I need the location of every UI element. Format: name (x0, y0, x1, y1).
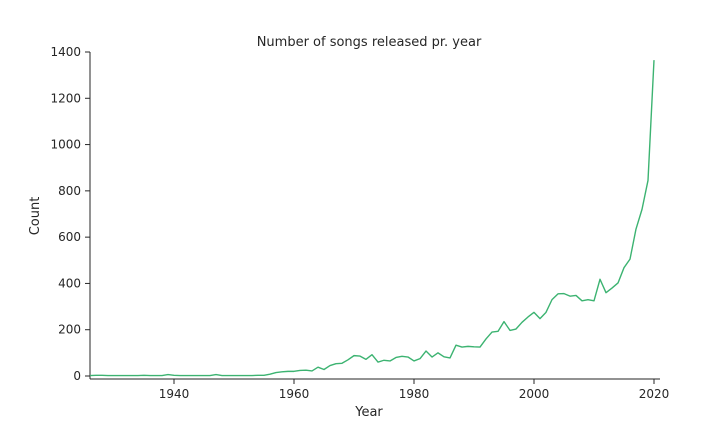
x-tick-label: 2020 (639, 387, 670, 401)
y-tick-label: 0 (73, 369, 81, 383)
y-tick-label: 400 (58, 276, 81, 290)
x-tick-label: 2000 (519, 387, 550, 401)
y-tick-label: 1200 (50, 91, 81, 105)
x-tick-label: 1960 (279, 387, 310, 401)
y-tick-label: 800 (58, 184, 81, 198)
y-tick-label: 1000 (50, 138, 81, 152)
y-axis-label: Count (28, 197, 43, 236)
y-tick-label: 600 (58, 230, 81, 244)
x-tick-label: 1980 (399, 387, 430, 401)
plot-area: 0 200 400 600 800 1000 1200 1400 1940 1960 1980 200… (50, 45, 669, 401)
y-tick-label: 200 (58, 323, 81, 337)
y-tick-label: 1400 (50, 45, 81, 59)
chart-title: Number of songs released pr. year (257, 35, 482, 50)
x-axis-label: Year (354, 405, 383, 420)
x-tick-label: 1940 (159, 387, 190, 401)
series-line (89, 60, 655, 377)
